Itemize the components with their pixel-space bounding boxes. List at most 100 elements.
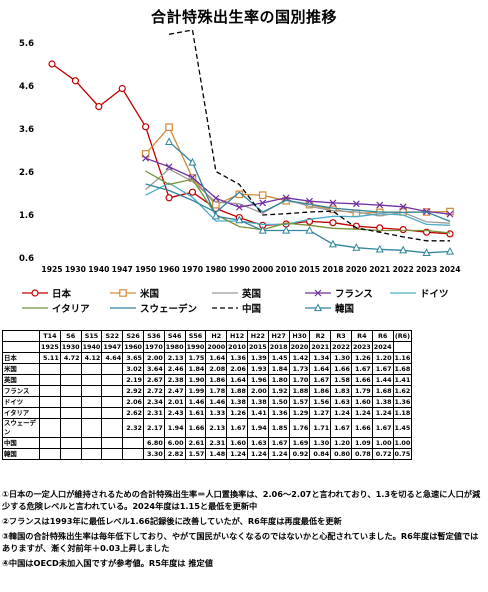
table-cell: [101, 363, 124, 375]
era-header-cell: H12: [226, 330, 248, 342]
table-row: 日本 5.11 4.72 4.12 4.64 3.65 2.00 2.13 1.75 1.64 1.…: [2, 352, 413, 364]
table-cell: 1.18: [392, 407, 413, 419]
table-cell: 1.46: [205, 396, 228, 408]
table-cell: 1.92: [267, 385, 290, 397]
table-cell: 2.72: [142, 385, 165, 397]
era-header-cell: R3: [330, 330, 352, 342]
table-cell: 1.20: [371, 352, 394, 364]
table-cell: 1.76: [288, 418, 311, 438]
table-cell: 3.64: [142, 363, 165, 375]
x-tick-label: 2020: [346, 265, 367, 274]
table-cell: 4.72: [59, 352, 82, 364]
table-cell: 1.60: [226, 437, 248, 449]
table-cell: 0.80: [330, 448, 352, 460]
x-tick-label: 1925: [41, 265, 62, 274]
table-cell: 1.69: [288, 437, 311, 449]
table-cell: 1.24: [371, 407, 394, 419]
table-cell: 1.88: [288, 385, 311, 397]
year-header-cell: 1947: [101, 341, 124, 353]
table-cell: 1.24: [267, 448, 290, 460]
table-cell: [39, 448, 61, 460]
data-point: [31, 289, 39, 297]
table-cell: [80, 374, 103, 386]
table-cell: 1.16: [392, 352, 413, 364]
note-3: ③韓国の合計特殊出生率は毎年低下しており、やがて国民がいなくなるのではないかと心…: [2, 531, 479, 553]
data-point: [446, 210, 454, 218]
table-cell: [59, 418, 82, 438]
table-cell: 2.62: [122, 407, 144, 419]
y-tick-label: 1.6: [19, 211, 34, 221]
table-cell: 1.86: [309, 385, 332, 397]
y-tick-label: 5.6: [19, 39, 34, 49]
table-cell: 1.83: [330, 385, 352, 397]
table-cell: 1.41: [246, 407, 269, 419]
era-header-cell: T14: [39, 330, 61, 342]
row-label: 英国: [2, 374, 40, 386]
table-cell: 1.94: [246, 418, 269, 438]
row-label: 日本: [2, 352, 40, 364]
data-point: [314, 289, 322, 297]
table-cell: [59, 385, 82, 397]
table-cell: [80, 448, 103, 460]
x-tick-label: 1960: [158, 265, 179, 274]
table-cell: 1.64: [309, 363, 332, 375]
year-header-cell: 1960: [122, 341, 144, 353]
table-cell: [59, 437, 82, 449]
table-cell: 1.57: [184, 448, 207, 460]
era-header-cell: S15: [80, 330, 103, 342]
data-point: [165, 123, 173, 132]
table-cell: 1.26: [226, 407, 248, 419]
table-cell: 1.73: [288, 363, 311, 375]
data-point: [306, 197, 313, 205]
table-cell: 2.47: [163, 385, 186, 397]
table-cell: 1.27: [309, 407, 332, 419]
table-cell: 1.63: [330, 396, 352, 408]
table-cell: 2.31: [205, 437, 228, 449]
table-cell: 0.75: [392, 448, 413, 460]
table-cell: 1.56: [309, 396, 332, 408]
table-cell: [39, 407, 61, 419]
data-point: [188, 157, 197, 166]
legend-label: ドイツ: [420, 289, 449, 300]
table-cell: 1.24: [330, 407, 352, 419]
table-cell: [80, 363, 103, 375]
table-cell: 1.29: [288, 407, 311, 419]
table-cell: 2.32: [122, 418, 144, 438]
data-point: [141, 150, 150, 158]
legend-label: 韓国: [335, 303, 354, 315]
table-cell: 1.38: [226, 396, 248, 408]
table-cell: 1.46: [184, 396, 207, 408]
era-header-row: T14 S6 S15 S22 S26 S36 S46 S56 H2 H12 H22 H27 H30 R2 R…: [2, 330, 413, 342]
y-tick-label: 3.6: [19, 125, 34, 135]
x-tick-label: 1930: [65, 265, 86, 274]
data-point: [95, 102, 103, 111]
series-line: [51, 63, 451, 235]
row-label: イタリア: [2, 407, 40, 419]
table-cell: 1.66: [184, 418, 207, 438]
data-point: [399, 203, 407, 211]
row-label: 韓国: [2, 448, 40, 460]
data-point: [399, 226, 407, 234]
x-tick-label: 1990: [229, 265, 250, 274]
data-point: [235, 215, 244, 224]
table-cell: 1.90: [184, 374, 207, 386]
table-cell: 1.80: [267, 374, 290, 386]
table-cell: [80, 437, 103, 449]
table-cell: 1.62: [392, 385, 413, 397]
series-line: [145, 170, 451, 234]
table-cell: 2.13: [163, 352, 186, 364]
note-1: ①日本の一定人口が維持されるための合計特殊出生率＝人口置換率は、2.06〜2.0…: [2, 489, 481, 511]
table-cell: [101, 437, 124, 449]
table-cell: 2.19: [122, 374, 144, 386]
table-cell: [80, 385, 103, 397]
data-point: [118, 84, 126, 93]
table-cell: [80, 418, 103, 438]
y-tick-label: 2.6: [19, 168, 34, 178]
table-cell: 1.20: [330, 437, 352, 449]
table-cell: 1.34: [309, 352, 332, 364]
table-cell: 2.61: [184, 437, 207, 449]
table-cell: 1.58: [330, 374, 352, 386]
table-cell: 1.99: [184, 385, 207, 397]
table-cell: [59, 407, 82, 419]
year-header-cell: 2020: [288, 341, 311, 353]
